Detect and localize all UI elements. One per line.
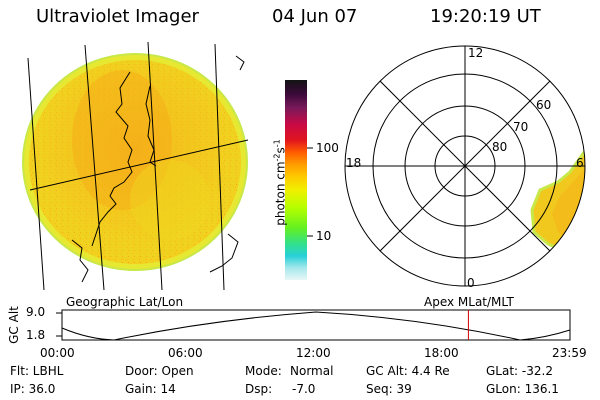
mlat-label-80: 80 [492, 140, 508, 154]
mlt-label-midnight: 0 [467, 276, 475, 290]
ip-info: IP: 36.0 [10, 382, 56, 396]
mlat-label-60: 60 [536, 98, 552, 112]
mlt-label-noon: 12 [468, 46, 484, 60]
meridian-line [214, 43, 225, 290]
altitude-curve [61, 311, 571, 341]
mode-label: Mode: [245, 364, 282, 378]
gc-alt-info: GC Alt: 4.4 Re [366, 364, 450, 378]
altitude-xtick: 00:00 [40, 346, 75, 360]
time-label: 19:20:19 UT [430, 6, 541, 27]
polar-panel [344, 45, 586, 287]
altitude-axis-label: GC Alt [7, 306, 21, 344]
geographic-panel [22, 41, 249, 290]
instrument-title: Ultraviolet Imager [36, 6, 199, 27]
geographic-panel-label: Geographic Lat/Lon [66, 295, 184, 309]
coastline [71, 239, 89, 283]
glon-info: GLon: 136.1 [486, 382, 559, 396]
altitude-ytick: 1.8 [26, 328, 46, 342]
altitude-ytick: 9.0 [26, 305, 46, 319]
date-label: 04 Jun 07 [272, 6, 358, 27]
altitude-plot-frame [61, 309, 571, 341]
meridian-line [84, 44, 105, 290]
mlt-label-dawn: 6 [576, 156, 584, 170]
dsp-label: Dsp: [245, 382, 273, 396]
unit-base: photon cm [273, 161, 288, 226]
mlt-label-dusk: 18 [346, 156, 362, 170]
parallel-line [29, 139, 249, 191]
coastline [209, 233, 239, 273]
unit-exp-area: -2 [272, 153, 282, 162]
door-info: Door: Open [125, 364, 194, 378]
altitude-xtick: 23:59 [552, 346, 587, 360]
seq-info: Seq: 39 [366, 382, 412, 396]
altitude-xtick: 06:00 [168, 346, 203, 360]
coastline [91, 71, 133, 247]
filter-info: Flt: LBHL [10, 364, 64, 378]
colorbar-unit-label: photon cm-2s-1 [273, 111, 288, 255]
colorbar-gradient [285, 80, 307, 280]
meridian-line [147, 41, 163, 290]
unit-mid: s [273, 147, 288, 154]
dsp-value: -7.0 [292, 382, 316, 396]
colorbar-tick-label: 10 [316, 229, 332, 243]
mlat-label-70: 70 [513, 120, 529, 134]
unit-exp-time: -1 [272, 139, 282, 148]
gain-info: Gain: 14 [125, 382, 176, 396]
colorbar-tick-label: 100 [316, 141, 339, 155]
polar-panel-label: Apex MLat/MLT [424, 295, 514, 309]
altitude-xtick: 18:00 [424, 346, 459, 360]
colorbar [285, 80, 313, 280]
altitude-plot [56, 309, 571, 341]
meridian-line [27, 57, 45, 290]
polar-axis [379, 80, 551, 252]
coastline [235, 55, 245, 71]
altitude-xtick: 12:00 [296, 346, 331, 360]
glat-info: GLat: -32.2 [486, 364, 553, 378]
mode-value: Normal [290, 364, 334, 378]
